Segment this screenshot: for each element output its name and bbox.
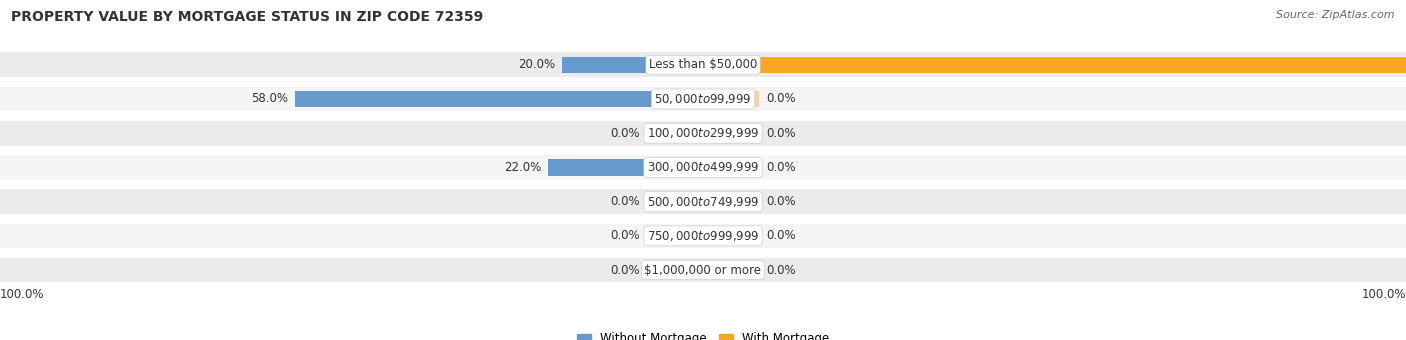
Text: 20.0%: 20.0%	[519, 58, 555, 71]
Text: Source: ZipAtlas.com: Source: ZipAtlas.com	[1277, 10, 1395, 20]
Text: 58.0%: 58.0%	[252, 92, 288, 105]
Text: 0.0%: 0.0%	[766, 127, 796, 140]
Text: 0.0%: 0.0%	[610, 230, 640, 242]
Bar	[0, 52, 1406, 77]
Bar	[703, 159, 759, 176]
Bar	[562, 56, 703, 73]
Text: 0.0%: 0.0%	[766, 161, 796, 174]
Text: Less than $50,000: Less than $50,000	[648, 58, 758, 71]
Bar	[703, 262, 759, 278]
Text: $300,000 to $499,999: $300,000 to $499,999	[647, 160, 759, 174]
Text: $500,000 to $749,999: $500,000 to $749,999	[647, 195, 759, 209]
Text: $750,000 to $999,999: $750,000 to $999,999	[647, 229, 759, 243]
Text: 0.0%: 0.0%	[766, 264, 796, 277]
Bar	[295, 91, 703, 107]
Bar	[647, 228, 703, 244]
Text: 100.0%: 100.0%	[0, 288, 45, 301]
Bar	[0, 155, 1406, 180]
Bar	[0, 121, 1406, 146]
Bar	[647, 193, 703, 210]
Bar	[703, 193, 759, 210]
Text: 0.0%: 0.0%	[766, 195, 796, 208]
Legend: Without Mortgage, With Mortgage: Without Mortgage, With Mortgage	[572, 328, 834, 340]
Bar	[548, 159, 703, 176]
Bar	[0, 189, 1406, 214]
Text: 22.0%: 22.0%	[505, 161, 541, 174]
Bar	[703, 91, 759, 107]
Bar	[703, 56, 1406, 73]
Text: 0.0%: 0.0%	[610, 127, 640, 140]
Bar	[647, 262, 703, 278]
Text: PROPERTY VALUE BY MORTGAGE STATUS IN ZIP CODE 72359: PROPERTY VALUE BY MORTGAGE STATUS IN ZIP…	[11, 10, 484, 24]
Text: 0.0%: 0.0%	[766, 92, 796, 105]
Text: 0.0%: 0.0%	[610, 264, 640, 277]
Text: $50,000 to $99,999: $50,000 to $99,999	[654, 92, 752, 106]
Bar	[0, 258, 1406, 283]
Text: 100.0%: 100.0%	[1361, 288, 1406, 301]
Text: 0.0%: 0.0%	[610, 195, 640, 208]
Bar	[0, 87, 1406, 111]
Text: 0.0%: 0.0%	[766, 230, 796, 242]
Bar	[703, 228, 759, 244]
Bar	[0, 224, 1406, 248]
Text: $100,000 to $299,999: $100,000 to $299,999	[647, 126, 759, 140]
Bar	[703, 125, 759, 141]
Bar	[647, 125, 703, 141]
Text: $1,000,000 or more: $1,000,000 or more	[644, 264, 762, 277]
